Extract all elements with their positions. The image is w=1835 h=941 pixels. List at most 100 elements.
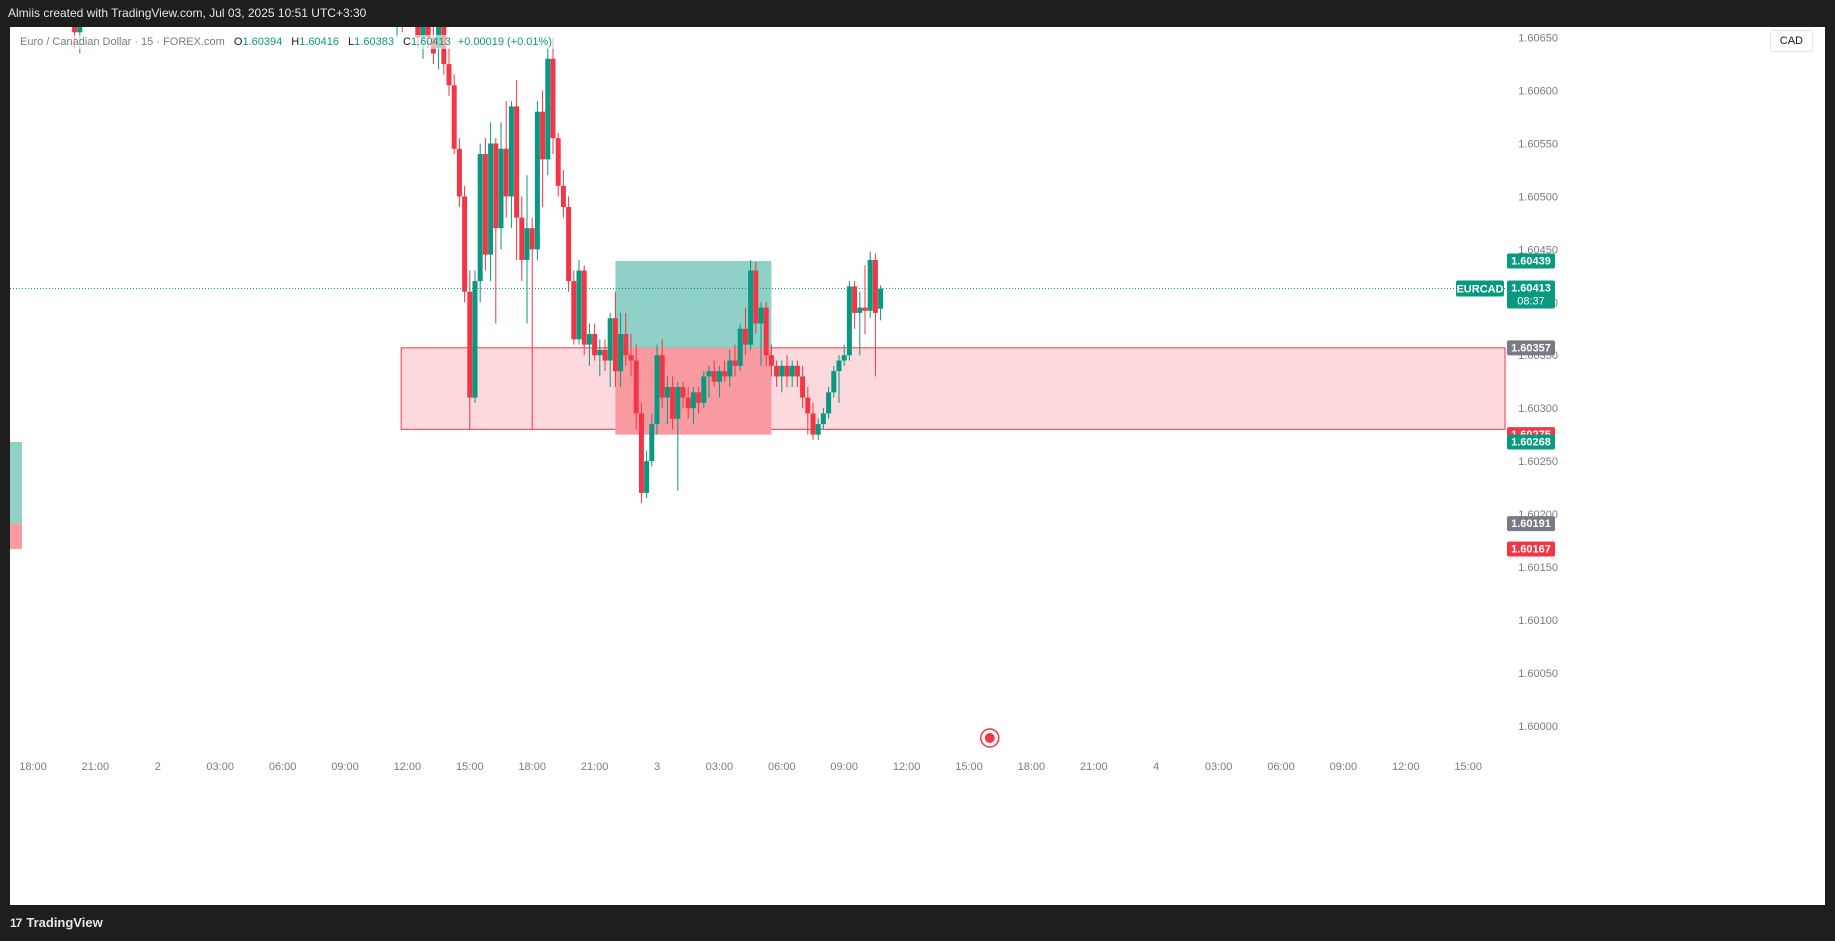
candle-body [878, 288, 884, 309]
candle-body [794, 365, 800, 377]
candle-body [644, 461, 650, 493]
candle-body [852, 286, 858, 313]
candle-body [456, 148, 462, 197]
time-tick-label: 03:00 [1205, 761, 1233, 773]
time-tick-label: 15:00 [955, 761, 983, 773]
price-label-box [1507, 280, 1555, 309]
symbol-legend: Euro / Canadian Dollar · 15 · FOREX.com … [18, 35, 554, 49]
legend-change: +0.00019 (+0.01%) [457, 36, 552, 48]
candle-body [586, 334, 592, 345]
candle-body [670, 387, 676, 419]
candle-body [77, 27, 83, 33]
left-position-profit-area [10, 442, 22, 524]
legend-high-label: H [291, 36, 300, 48]
candle-body [467, 291, 473, 398]
candle-body [592, 334, 598, 356]
time-tick-label: 03:00 [706, 761, 734, 773]
price-tick-label: 1.60300 [1518, 403, 1558, 415]
legend-close-label: C [403, 36, 411, 48]
candle-body [581, 270, 587, 345]
currency-button[interactable]: CAD [1769, 30, 1813, 52]
time-tick-label: 18:00 [518, 761, 546, 773]
candle-body [524, 228, 530, 260]
candle-body [872, 259, 878, 313]
price-label-box [1507, 541, 1555, 557]
candle-body [737, 328, 743, 366]
price-labels-layer: 1.604391.6041308:37EURCAD1.603571.602751… [1456, 253, 1555, 557]
price-label-text: 1.60268 [1511, 437, 1551, 449]
time-tick-label: 15:00 [1454, 761, 1482, 773]
price-tick-label: 1.60050 [1518, 668, 1558, 680]
price-tick-label: 1.60600 [1518, 86, 1558, 98]
candle-body [706, 371, 712, 377]
bottom-bar: 17 TradingView [0, 905, 1835, 941]
time-tick-label: 15:00 [456, 761, 484, 773]
candle-body [602, 349, 608, 361]
price-axis: 1.600001.600501.601001.601501.602001.602… [1518, 33, 1558, 733]
tradingview-logo-icon: 17 [10, 916, 22, 930]
candle-body [498, 148, 504, 229]
time-tick-label: 03:00 [206, 761, 234, 773]
candle-body [545, 58, 551, 160]
candle-body [768, 355, 774, 366]
price-chart[interactable]: 1.600001.600501.601001.601501.602001.602… [10, 27, 1825, 905]
candle-body [415, 27, 421, 38]
chart-frame[interactable]: 1.60000 1.60050 1.60100 1.60150 1.60200 1.602… [10, 27, 1825, 905]
candle-body [820, 413, 826, 425]
candle-body [701, 376, 707, 403]
price-tick-label: 1.60000 [1518, 721, 1558, 733]
candle-body [482, 154, 488, 255]
price-label-box [1507, 340, 1555, 356]
candle-body [612, 318, 618, 372]
time-tick-label: 09:00 [830, 761, 858, 773]
candle-body [680, 387, 686, 398]
price-tick-label: 1.60250 [1518, 456, 1558, 468]
price-tick-label: 1.60150 [1518, 562, 1558, 574]
candle-body [488, 143, 494, 255]
candle-body [831, 371, 837, 393]
candle-body [774, 365, 780, 377]
price-label-box [1507, 516, 1555, 532]
position-profit-area [615, 261, 772, 348]
legend-low-value: 1.60383 [354, 36, 394, 48]
price-label-text: 1.60167 [1511, 544, 1551, 556]
legend-close-value: 1.60413 [410, 36, 451, 48]
candle-body [534, 111, 540, 250]
candle-body [519, 217, 525, 260]
candle-body [529, 228, 535, 250]
symbol-tag-box [1456, 280, 1504, 297]
candle-body [800, 376, 806, 398]
candle-body [628, 355, 634, 361]
candle-body [555, 138, 561, 186]
candle-body [789, 365, 795, 377]
time-tick-label: 06:00 [768, 761, 796, 773]
candle-body [623, 334, 629, 356]
zones-layer [10, 261, 1506, 549]
time-tick-label: 12:00 [893, 761, 921, 773]
time-tick-label: 18:00 [1018, 761, 1046, 773]
price-tick-label: 1.60650 [1518, 33, 1558, 45]
legend-low-label: L [348, 36, 355, 48]
candle-body [758, 307, 764, 324]
price-tick-label: 1.60550 [1518, 138, 1558, 150]
tradingview-logo[interactable]: 17 TradingView [10, 905, 103, 941]
candle-body [779, 365, 785, 377]
candle-body [472, 281, 478, 398]
price-tick-label: 1.60450 [1518, 244, 1558, 256]
candle-body [815, 424, 821, 435]
candle-body [514, 106, 520, 218]
candle-body [425, 27, 431, 38]
candle-body [784, 365, 790, 377]
candle-body [675, 387, 681, 419]
countdown-label: 08:37 [1517, 296, 1545, 308]
candle-body [540, 111, 546, 160]
time-tick-label: 21:00 [581, 761, 609, 773]
time-tick-label: 09:00 [331, 761, 359, 773]
candle-body [633, 360, 639, 414]
candle-body [846, 286, 852, 356]
attribution-text: Almiis created with TradingView.com, Jul… [8, 6, 367, 20]
candle-body [576, 270, 582, 340]
candle-body [862, 307, 868, 311]
candle-body [462, 196, 468, 292]
time-tick-label: 06:00 [269, 761, 297, 773]
